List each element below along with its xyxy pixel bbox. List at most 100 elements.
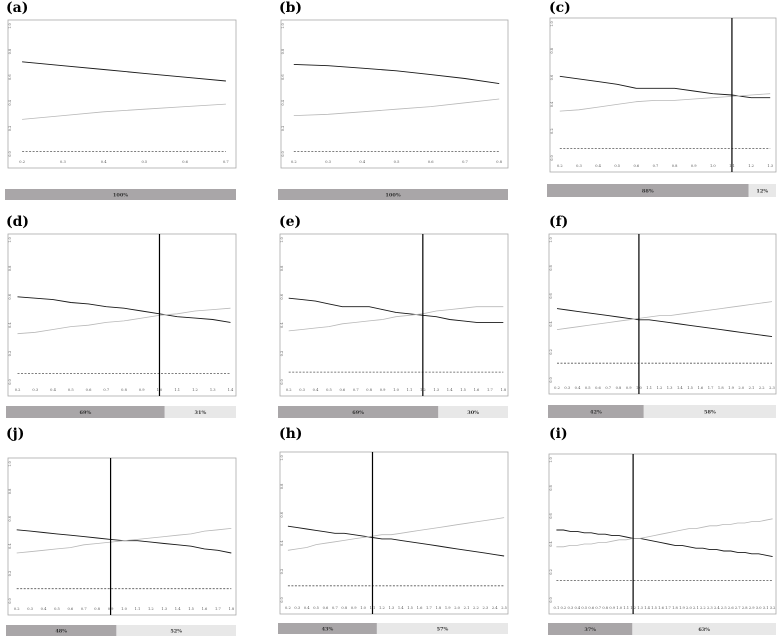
x-tick-label: 1.1 [135, 607, 141, 611]
y-tick-label: 0.6 [8, 516, 12, 522]
bar-segment-dark [278, 406, 439, 418]
y-tick-label: 0.6 [549, 513, 553, 519]
x-tick-label: 0.3 [567, 606, 573, 610]
y-tick-label: 0.2 [549, 569, 553, 575]
x-tick-label: 0.2 [561, 606, 567, 610]
bar-segment-light [748, 184, 776, 197]
y-tick-label: 0.4 [280, 540, 284, 546]
x-tick-label: 0.3 [564, 386, 570, 390]
x-tick-label: 0.7 [462, 160, 468, 164]
plot-frame [7, 233, 237, 397]
panel-h: (h)0.00.20.40.60.81.00.2 0.3 0.4 0.5 0.6 0.7 0… [278, 426, 509, 634]
series-line-light [22, 103, 226, 120]
x-tick-label: 1.6 [474, 388, 480, 392]
x-tick-label: 1.3 [433, 388, 439, 392]
bar-segment-label: 69% [79, 410, 91, 416]
x-tick-label: 2.4 [714, 606, 720, 610]
x-tick-label: 1.1 [646, 386, 652, 390]
x-tick-label: 1.8 [500, 388, 506, 392]
y-tick-label: 0.2 [281, 126, 285, 132]
series-line-dark [22, 61, 226, 82]
bar-segment-dark [278, 623, 377, 634]
x-tick-label: 0.2 [285, 606, 291, 610]
x-tick-label: 3.0 [756, 606, 762, 610]
y-tick-label: 0.6 [281, 74, 285, 80]
y-tick-label: 0.6 [280, 512, 284, 518]
series-line-light [16, 528, 232, 554]
x-tick-label: 1.2 [379, 606, 385, 610]
x-tick-label: 2.6 [728, 606, 734, 610]
x-tick-label: 0.3 [32, 388, 38, 392]
x-tick-label: 0.8 [341, 606, 347, 610]
x-tick-label: 0.9 [626, 386, 632, 390]
y-tick-label: 0.4 [8, 322, 12, 328]
panel-j: (j)0.00.20.40.60.81.00.2 0.3 0.4 0.5 0.6 0.7 0… [6, 426, 237, 636]
series-line-dark [293, 63, 500, 85]
x-tick-label: 0.2 [15, 388, 21, 392]
x-tick-label: 1.9 [679, 606, 685, 610]
x-tick-label: 1.9 [728, 386, 734, 390]
x-tick-label: 2.7 [735, 606, 741, 610]
series-line-light [17, 307, 231, 335]
y-tick-label: 0.2 [8, 126, 12, 132]
bar-segment-label: 63% [698, 627, 710, 633]
y-tick-label: 0.2 [8, 571, 12, 577]
bar-segment-light [438, 406, 508, 418]
x-tick-label: 0.6 [182, 160, 188, 164]
bar-segment-light [643, 405, 776, 418]
bar-segment-dark [278, 189, 508, 200]
x-tick-label: 1.2 [748, 164, 754, 168]
x-tick-label: 0.7 [332, 606, 338, 610]
x-tick-label: 2.0 [738, 386, 744, 390]
x-tick-label: 1.8 [228, 607, 234, 611]
x-tick-label: 1.3 [388, 606, 394, 610]
x-tick-label: 0.5 [68, 388, 74, 392]
y-tick-label: 0.0 [549, 597, 553, 603]
x-tick-label: 0.9 [380, 388, 386, 392]
y-tick-label: 0.8 [549, 485, 553, 491]
bar-segment-dark [6, 625, 117, 636]
series-line-dark [17, 296, 231, 323]
x-tick-label: 0.7 [81, 607, 87, 611]
series-line-light [287, 517, 505, 551]
x-tick-label: 1.4 [447, 388, 453, 392]
bar-segment-label: 57% [437, 627, 449, 633]
x-tick-label: 0.3 [299, 388, 305, 392]
x-tick-label: 1.1 [407, 388, 413, 392]
bar-segment-dark [548, 623, 633, 635]
x-tick-label: 1.3 [667, 386, 673, 390]
x-tick-label: 0.4 [101, 160, 107, 164]
x-tick-label: 0.8 [121, 388, 127, 392]
x-tick-label: 0.6 [428, 160, 434, 164]
y-tick-label: 1.0 [8, 237, 12, 243]
x-tick-label: 1.7 [487, 388, 493, 392]
panel-b: (b) 0.0 0.2 0.4 0.6 0.8 1.0 0.2 0.3 0.4 0.5 0.6 0.7 0… [278, 0, 509, 200]
x-tick-label: 2.1 [749, 386, 755, 390]
x-tick-label: 0.5 [614, 164, 620, 168]
x-tick-label: 0.7 [605, 386, 611, 390]
x-tick-label: 0.9 [139, 388, 145, 392]
y-tick-label: 0.8 [281, 49, 285, 55]
y-tick-label: 0.4 [280, 322, 284, 328]
x-tick-label: 0.8 [496, 160, 502, 164]
panel-e: (e)0.00.20.40.60.81.00.2 0.3 0.4 0.5 0.6 0.7 0… [278, 214, 509, 418]
x-tick-label: 1.5 [651, 606, 657, 610]
panel-label: (h) [279, 426, 302, 442]
y-tick-label: 0.8 [8, 49, 12, 55]
x-tick-label: 0.5 [394, 160, 400, 164]
x-tick-label: 1.5 [407, 606, 413, 610]
x-tick-label: 0.3 [576, 164, 582, 168]
x-tick-label: 0.6 [595, 386, 601, 390]
y-tick-label: 0.0 [550, 155, 554, 161]
bar-segment-label: 42% [590, 410, 602, 416]
series-line-light [556, 518, 773, 548]
x-tick-label: 0.7 [595, 606, 601, 610]
x-tick-label: 2.3 [769, 386, 775, 390]
y-tick-label: 1.0 [281, 23, 285, 29]
x-tick-label: 1.6 [202, 607, 208, 611]
x-tick-label: 1.3 [210, 388, 216, 392]
y-tick-label: 0.4 [8, 543, 12, 549]
y-tick-label: 0.8 [280, 266, 284, 272]
y-tick-label: 0.0 [280, 379, 284, 385]
y-tick-label: 0.4 [550, 101, 554, 107]
